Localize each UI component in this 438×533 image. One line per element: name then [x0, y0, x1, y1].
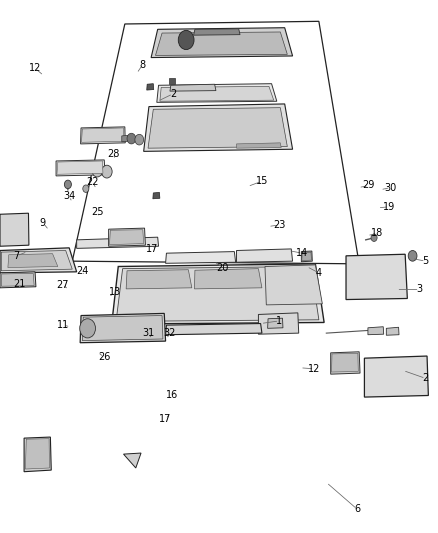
Text: 16: 16: [166, 391, 178, 400]
Circle shape: [127, 133, 136, 144]
Polygon shape: [24, 437, 51, 472]
Polygon shape: [0, 272, 36, 288]
Polygon shape: [0, 248, 77, 273]
Polygon shape: [116, 266, 319, 321]
Polygon shape: [258, 313, 299, 334]
Text: 9: 9: [40, 218, 46, 228]
Text: 1: 1: [276, 316, 283, 326]
Text: 4: 4: [316, 268, 322, 278]
Text: 2: 2: [423, 374, 429, 383]
Polygon shape: [346, 254, 407, 300]
Polygon shape: [81, 127, 125, 144]
Polygon shape: [124, 453, 141, 468]
Polygon shape: [155, 32, 287, 55]
Text: 3: 3: [417, 285, 423, 294]
Polygon shape: [157, 84, 277, 102]
Circle shape: [371, 234, 377, 241]
Text: 34: 34: [63, 191, 75, 201]
Text: 12: 12: [29, 63, 41, 73]
Polygon shape: [237, 143, 281, 148]
Text: 21: 21: [14, 279, 26, 288]
Text: 26: 26: [98, 352, 110, 362]
Polygon shape: [194, 29, 240, 35]
Text: 8: 8: [139, 60, 145, 70]
Circle shape: [92, 164, 102, 177]
Text: 7: 7: [14, 251, 20, 261]
Text: 17: 17: [146, 245, 158, 254]
Text: 18: 18: [371, 229, 384, 238]
Text: 17: 17: [159, 415, 172, 424]
Circle shape: [178, 30, 194, 50]
Text: 15: 15: [256, 176, 268, 186]
Polygon shape: [368, 327, 384, 335]
Polygon shape: [109, 228, 145, 246]
Text: 12: 12: [308, 364, 321, 374]
Polygon shape: [160, 86, 274, 101]
Polygon shape: [153, 192, 160, 199]
Polygon shape: [122, 135, 128, 142]
Polygon shape: [77, 237, 159, 248]
Polygon shape: [268, 318, 283, 328]
Polygon shape: [112, 264, 324, 324]
Text: 11: 11: [57, 320, 70, 330]
Polygon shape: [148, 108, 287, 148]
Polygon shape: [144, 104, 293, 151]
Text: 23: 23: [273, 220, 286, 230]
Polygon shape: [169, 78, 175, 84]
Text: 27: 27: [56, 280, 68, 289]
Polygon shape: [386, 327, 399, 335]
Polygon shape: [151, 28, 293, 58]
Polygon shape: [166, 252, 236, 263]
Text: 22: 22: [87, 177, 99, 187]
Circle shape: [80, 319, 95, 338]
Text: 20: 20: [216, 263, 229, 272]
Text: 24: 24: [76, 266, 88, 276]
Polygon shape: [166, 324, 262, 335]
Polygon shape: [331, 352, 360, 374]
Text: 14: 14: [296, 248, 308, 258]
Polygon shape: [81, 128, 124, 142]
Circle shape: [408, 251, 417, 261]
Polygon shape: [82, 316, 163, 341]
Polygon shape: [301, 251, 312, 262]
Text: 5: 5: [423, 256, 429, 266]
Polygon shape: [265, 265, 322, 305]
Polygon shape: [364, 356, 428, 397]
Text: 28: 28: [107, 149, 119, 158]
Polygon shape: [0, 213, 29, 246]
Polygon shape: [57, 161, 103, 174]
Polygon shape: [147, 84, 154, 90]
Polygon shape: [110, 230, 144, 245]
Polygon shape: [80, 313, 166, 343]
Text: 25: 25: [91, 207, 103, 217]
Circle shape: [83, 185, 89, 192]
Text: 13: 13: [109, 287, 121, 297]
Text: 6: 6: [354, 504, 360, 514]
Polygon shape: [237, 249, 293, 262]
Text: 31: 31: [142, 328, 154, 338]
Polygon shape: [194, 269, 262, 289]
Circle shape: [135, 134, 144, 145]
Polygon shape: [332, 353, 358, 372]
Polygon shape: [302, 252, 311, 261]
Polygon shape: [1, 273, 34, 286]
Circle shape: [102, 165, 112, 178]
Text: 30: 30: [385, 183, 397, 192]
Polygon shape: [1, 251, 72, 271]
Polygon shape: [170, 84, 216, 91]
Text: 19: 19: [383, 202, 395, 212]
Polygon shape: [56, 160, 105, 176]
Polygon shape: [25, 439, 49, 469]
Text: 32: 32: [164, 328, 176, 338]
Polygon shape: [8, 254, 58, 268]
Text: 29: 29: [363, 181, 375, 190]
Polygon shape: [126, 270, 192, 289]
Text: 2: 2: [170, 89, 176, 99]
Circle shape: [64, 180, 71, 189]
